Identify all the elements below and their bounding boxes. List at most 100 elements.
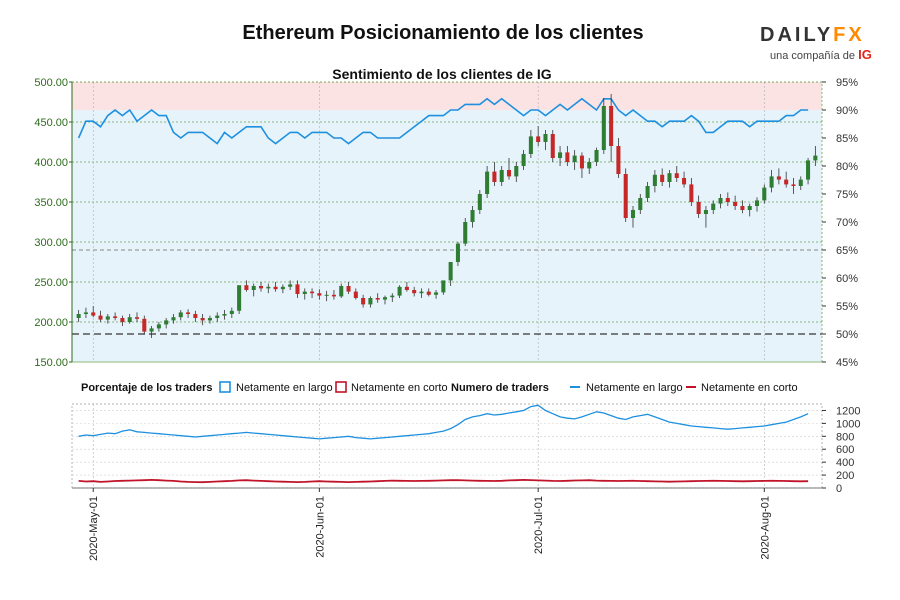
price-tick-label: 350.00 (34, 197, 68, 209)
candle-body (171, 317, 176, 321)
percent-tick-label: 80% (836, 161, 858, 173)
candle-body (193, 314, 198, 318)
candle (638, 194, 643, 214)
grid-lines (72, 81, 822, 488)
percent-tick-label: 60% (836, 273, 858, 285)
candle-body (317, 293, 322, 296)
candle-body (76, 314, 81, 318)
candle-body (149, 328, 154, 332)
candle (404, 282, 409, 292)
candle (769, 170, 774, 193)
date-tick-label: 2020-May-01 (88, 496, 100, 561)
candle-body (550, 134, 555, 158)
price-tick-label: 450.00 (34, 117, 68, 129)
candle-body (638, 198, 643, 210)
candle (244, 280, 249, 292)
candle-body (164, 320, 169, 325)
candle-body (689, 184, 694, 202)
traders-frame (71, 403, 823, 489)
sentiment-zones (72, 82, 822, 362)
candle-body (310, 291, 315, 294)
date-tick-label: 2020-Jun-01 (314, 496, 326, 558)
candle (186, 309, 191, 318)
percent-long-layer (77, 97, 809, 145)
axes-layer: 150.00 200.00 250.00 300.00 350.00 400.00 450.… (34, 77, 858, 369)
logo-tagline-text: una compañía de (770, 50, 856, 62)
candle (149, 326, 154, 338)
candle (477, 190, 482, 214)
logo-accent: FX (833, 24, 865, 46)
traders-tick-label: 200 (836, 470, 854, 482)
candle (164, 318, 169, 329)
candle (317, 289, 322, 300)
candle (288, 280, 293, 290)
candle (113, 312, 118, 321)
price-tick-label: 200.00 (34, 317, 68, 329)
candle-body (463, 222, 468, 244)
candle-body (390, 295, 395, 298)
candle (499, 166, 504, 186)
candle-body (258, 286, 264, 289)
candle (630, 206, 636, 228)
percent-tick-label: 70% (836, 217, 858, 229)
candle-body (113, 316, 118, 318)
candle (397, 285, 402, 298)
candle-body (703, 210, 708, 214)
candle-body (601, 106, 606, 150)
candle (273, 282, 278, 292)
candle-body (127, 317, 132, 322)
candle-body (543, 134, 548, 142)
candle (660, 168, 665, 186)
candle (375, 293, 380, 303)
candle (616, 138, 621, 178)
candle (485, 166, 490, 198)
candle-body (302, 291, 307, 294)
candle-body (207, 318, 212, 321)
candle (594, 147, 599, 166)
candle (506, 158, 512, 180)
long-zone (72, 110, 822, 362)
candle-body (419, 291, 424, 294)
logo-tagline: una compañía de IG (770, 47, 872, 62)
percent-tick-label: 90% (836, 105, 858, 117)
candle (156, 322, 161, 332)
candle (601, 98, 606, 154)
legend-num-long-label: Netamente en largo (586, 382, 683, 394)
candle (806, 158, 811, 185)
candle-body (222, 314, 227, 316)
candle (331, 290, 336, 300)
chart-subtitle: Sentimiento de los clientes de IG (332, 66, 552, 82)
candle-body (558, 152, 563, 158)
candle (382, 295, 388, 305)
candle (266, 283, 271, 294)
percent-tick-label: 65% (836, 245, 858, 257)
candle-body (295, 284, 300, 294)
candle-body (521, 154, 526, 166)
candle-body (747, 206, 752, 210)
traders-tick-label: 1000 (836, 418, 860, 430)
candle (441, 280, 446, 295)
candle (142, 315, 147, 334)
candle-body (776, 176, 781, 180)
candle (76, 310, 81, 322)
candle (711, 200, 716, 214)
candle (536, 126, 541, 146)
candle (346, 282, 351, 294)
candle (200, 314, 205, 326)
legend-num-short-label: Netamente en corto (701, 382, 798, 394)
candle-body (652, 174, 657, 186)
candle (521, 150, 526, 170)
candle (667, 170, 672, 188)
percent-tick-label: 50% (836, 329, 858, 341)
price-tick-label: 250.00 (34, 277, 68, 289)
candle (754, 197, 760, 212)
candle-body (142, 318, 147, 332)
candle (725, 192, 730, 206)
traders-tick-label: 400 (836, 457, 854, 469)
candle (674, 166, 679, 182)
candle-body (229, 310, 234, 314)
candle-body (178, 312, 183, 318)
candle (237, 285, 242, 314)
candle (127, 314, 132, 324)
